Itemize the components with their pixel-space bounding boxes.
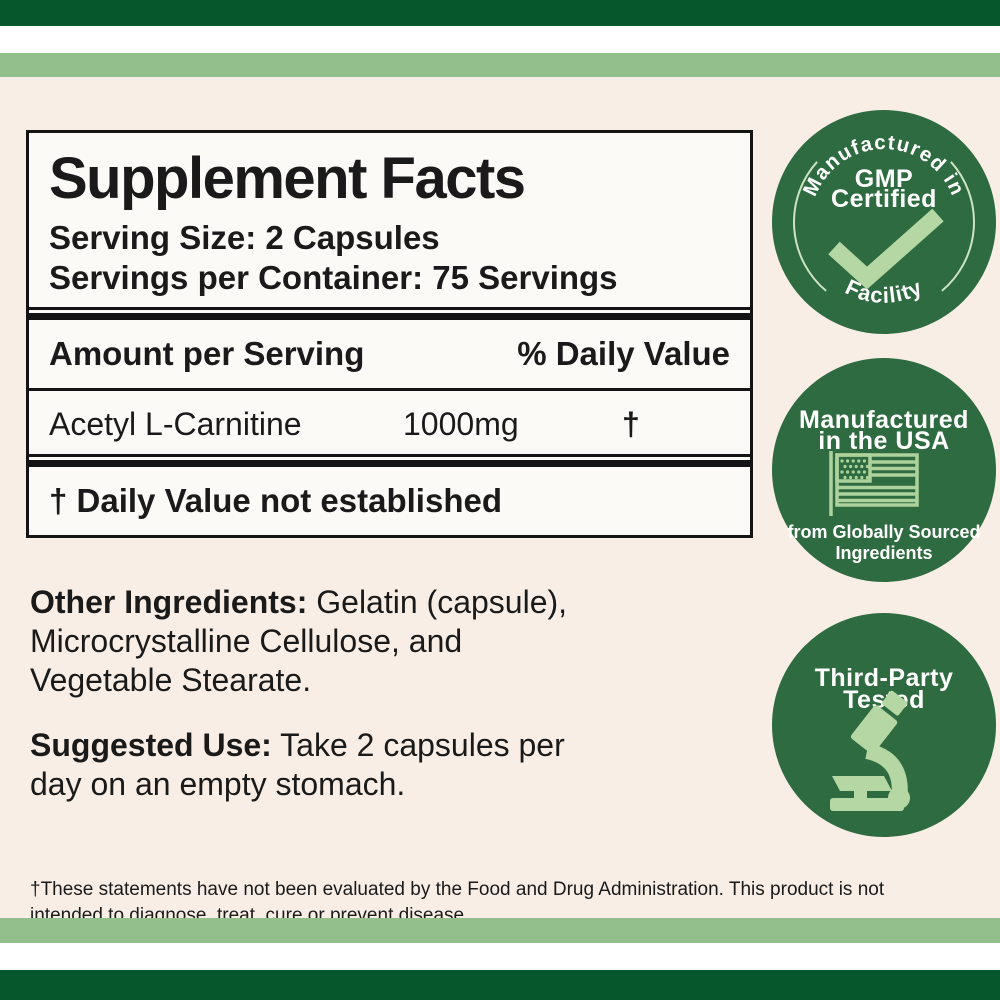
amount-per-serving-header: Amount per Serving [49, 335, 365, 372]
bottom-stripe-light [0, 918, 1000, 943]
servings-per-container: Servings per Container: 75 Servings [49, 259, 618, 296]
gmp-title-line2: Certified [831, 185, 937, 213]
other-ingredients-line3: Vegetable Stearate. [30, 662, 312, 698]
suggested-use-paragraph: Suggested Use: Take 2 capsules per day on… [30, 726, 565, 804]
supplement-facts-panel: Supplement Facts Serving Size: 2 Capsule… [26, 130, 753, 538]
bottom-stripe-dark [0, 970, 1000, 1000]
other-ingredients-label: Other Ingredients: [30, 584, 308, 620]
facts-footnote: † Daily Value not established [49, 482, 502, 519]
checkmark-icon [828, 208, 944, 290]
third-party-tested-badge: Third-Party Tested [772, 613, 996, 837]
other-ingredients-line2: Microcrystalline Cellulose, and [30, 623, 463, 659]
ring-arc-right [941, 161, 975, 292]
tpt-title-line1: Third-Party [815, 664, 954, 692]
other-ingredients-paragraph: Other Ingredients: Gelatin (capsule), Mic… [30, 583, 567, 700]
facts-header: Supplement Facts Serving Size: 2 Capsule… [29, 133, 750, 307]
usa-sub-line2: Ingredients [835, 543, 932, 563]
other-ingredients-line1: Gelatin (capsule), [307, 584, 568, 620]
us-flag-icon [829, 451, 919, 516]
top-stripe-light [0, 53, 1000, 77]
badge-circle [772, 110, 996, 334]
suggested-use-label: Suggested Use: [30, 727, 272, 763]
thick-divider [29, 454, 750, 467]
microscope-icon [830, 690, 910, 811]
daily-value-header: % Daily Value [517, 335, 730, 372]
serving-size: Serving Size: 2 Capsules [49, 219, 440, 256]
gmp-title-line1: GMP [855, 165, 913, 193]
ingredient-row: Acetyl L-Carnitine 1000mg † [29, 391, 750, 454]
tpt-title-line2: Tested [843, 686, 925, 714]
suggested-use-line1: Take 2 capsules per [271, 727, 565, 763]
gmp-certified-badge: Manufactured in GMP Certified Facility [772, 110, 996, 334]
facts-column-headers: Amount per Serving % Daily Value [29, 320, 750, 388]
usa-sub-line1: from Globally Sourced [787, 522, 980, 542]
ingredient-dv: † [622, 406, 640, 442]
ingredient-amount: 1000mg [403, 406, 519, 442]
top-stripe-white [0, 26, 1000, 53]
usa-title-line2: in the USA [818, 427, 949, 455]
ingredient-name: Acetyl L-Carnitine [49, 406, 302, 442]
fda-disclaimer-line1: †These statements have not been evaluate… [30, 879, 885, 900]
thick-divider [29, 307, 750, 320]
thin-divider [29, 388, 750, 391]
top-stripe-dark [0, 0, 1000, 26]
made-in-usa-badge: Manufactured in the USA from Globally So… [772, 358, 996, 582]
suggested-use-line2: day on an empty stomach. [30, 766, 406, 802]
bottom-stripe-white [0, 943, 1000, 970]
ring-arc-left [793, 161, 827, 292]
facts-title: Supplement Facts [49, 146, 526, 211]
usa-title-line1: Manufactured [799, 406, 969, 434]
